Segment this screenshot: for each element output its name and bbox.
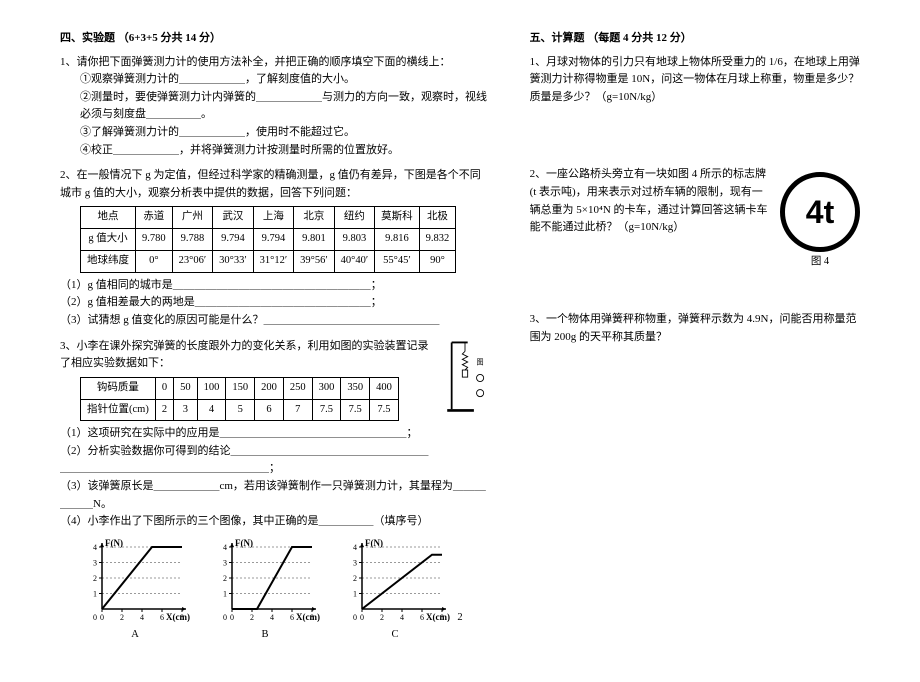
svg-text:6: 6 — [160, 613, 164, 622]
q2-table: 地点赤道广州武汉上海北京纽约莫斯科北极 g 值大小9.7809.7889.794… — [80, 206, 456, 272]
q3-table: 钩码质量050100150200250300350400 指针位置(cm)234… — [80, 377, 399, 422]
q2-sub3: （3）试猜想 g 值变化的原因可能是什么？＿＿＿＿＿＿＿＿＿＿＿＿＿＿＿＿ — [60, 312, 490, 330]
svg-text:3: 3 — [353, 558, 357, 567]
q1: 1、请你把下面弹簧测力计的使用方法补全，并把正确的顺序填空下面的横线上： ①观察… — [60, 54, 490, 160]
svg-text:F(N): F(N) — [365, 538, 383, 548]
svg-text:4: 4 — [223, 543, 227, 552]
q2-intro: 2、在一般情况下 g 为定值，但经过科学家的精确测量，g 值仍有差异，下图是各个… — [60, 167, 490, 202]
svg-text:2: 2 — [120, 613, 124, 622]
svg-text:0: 0 — [230, 613, 234, 622]
q3-sub3: （3）该弹簧原长是＿＿＿＿＿＿cm，若用该弹簧制作一只弹簧测力计，其量程为＿＿＿… — [60, 478, 490, 513]
q5-2: 2、一座公路桥头旁立有一块如图 4 所示的标志牌(t 表示吨)，用来表示对过桥车… — [530, 166, 860, 271]
svg-text:1: 1 — [353, 589, 357, 598]
svg-text:1: 1 — [93, 589, 97, 598]
svg-text:X(cm): X(cm) — [296, 612, 320, 622]
chart-A: 0246812340F(N)X(cm)A — [80, 537, 190, 644]
svg-text:F(N): F(N) — [235, 538, 253, 548]
q2-sub1: （1）g 值相同的城市是＿＿＿＿＿＿＿＿＿＿＿＿＿＿＿＿＿＿； — [60, 277, 490, 295]
svg-text:0: 0 — [360, 613, 364, 622]
q5-3: 3、一个物体用弹簧秤称物重，弹簧秤示数为 4.9N，问能否用称量范围为 200g… — [530, 311, 860, 346]
svg-text:2: 2 — [380, 613, 384, 622]
svg-text:0: 0 — [100, 613, 104, 622]
q2-sub2: （2）g 值相差最大的两地是＿＿＿＿＿＿＿＿＿＿＿＿＿＿＿＿； — [60, 294, 490, 312]
svg-text:0: 0 — [93, 613, 97, 622]
svg-text:2: 2 — [353, 574, 357, 583]
q5-2-text: 2、一座公路桥头旁立有一块如图 4 所示的标志牌(t 表示吨)，用来表示对过桥车… — [530, 166, 770, 236]
svg-text:4: 4 — [400, 613, 404, 622]
q3-charts: 0246812340F(N)X(cm)A0246812340F(N)X(cm)B… — [80, 537, 490, 644]
section5-title: 五、计算题 （每题 4 分共 12 分） — [530, 30, 860, 48]
q1-l4: ④校正＿＿＿＿＿＿，并将弹簧测力计按测量时所需的位置放好。 — [80, 142, 490, 160]
chart-B: 0246812340F(N)X(cm)B — [210, 537, 320, 644]
q3-sub4: （4）小李作出了下图所示的三个图像，其中正确的是＿＿＿＿＿（填序号） — [60, 513, 490, 531]
q1-intro: 1、请你把下面弹簧测力计的使用方法补全，并把正确的顺序填空下面的横线上： — [60, 54, 490, 72]
svg-text:4: 4 — [270, 613, 274, 622]
chart-C: 0246812340F(N)X(cm)C — [340, 537, 450, 644]
svg-text:6: 6 — [290, 613, 294, 622]
sign-caption: 图 4 — [780, 254, 860, 271]
q3-intro: 3、小李在课外探究弹簧的长度跟外力的变化关系，利用如图的实验装置记录了相应实验数… — [60, 338, 432, 373]
page-number: 2 — [457, 610, 462, 627]
q5-1: 1、月球对物体的引力只有地球上物体所受重力的 1/6，在地球上用弹簧测力计称得物… — [530, 54, 860, 107]
svg-text:2: 2 — [93, 574, 97, 583]
svg-text:0: 0 — [223, 613, 227, 622]
q2: 2、在一般情况下 g 为定值，但经过科学家的精确测量，g 值仍有差异，下图是各个… — [60, 167, 490, 329]
svg-text:3: 3 — [223, 558, 227, 567]
sign-icon: 4t — [780, 172, 860, 252]
svg-text:1: 1 — [223, 589, 227, 598]
svg-text:0: 0 — [353, 613, 357, 622]
svg-text:6: 6 — [420, 613, 424, 622]
svg-text:4: 4 — [93, 543, 97, 552]
svg-text:4: 4 — [140, 613, 144, 622]
q1-l3: ③了解弹簧测力计的＿＿＿＿＿＿，使用时不能超过它。 — [80, 124, 490, 142]
svg-text:2: 2 — [250, 613, 254, 622]
section4-title: 四、实验题 （6+3+5 分共 14 分） — [60, 30, 490, 48]
q3-sub2: （2）分析实验数据你可得到的结论＿＿＿＿＿＿＿＿＿＿＿＿＿＿＿＿＿＿＿＿＿＿＿＿… — [60, 443, 432, 478]
svg-text:X(cm): X(cm) — [426, 612, 450, 622]
svg-text:F(N): F(N) — [105, 538, 123, 548]
q3: 3、小李在课外探究弹簧的长度跟外力的变化关系，利用如图的实验装置记录了相应实验数… — [60, 338, 490, 644]
q1-l2: ②测量时，要使弹簧测力计内弹簧的＿＿＿＿＿＿与测力的方向一致，观察时，视线必须与… — [80, 89, 490, 124]
q1-l1: ①观察弹簧测力计的＿＿＿＿＿＿，了解刻度值的大小。 — [80, 71, 490, 89]
svg-text:3: 3 — [93, 558, 97, 567]
q3-sub1: （1）这项研究在实际中的应用是＿＿＿＿＿＿＿＿＿＿＿＿＿＿＿＿＿； — [60, 425, 432, 443]
svg-text:2: 2 — [223, 574, 227, 583]
svg-text:图: 图 — [476, 358, 483, 366]
svg-text:X(cm): X(cm) — [166, 612, 190, 622]
spring-apparatus-icon: 图 — [440, 338, 490, 418]
svg-text:4: 4 — [353, 543, 357, 552]
